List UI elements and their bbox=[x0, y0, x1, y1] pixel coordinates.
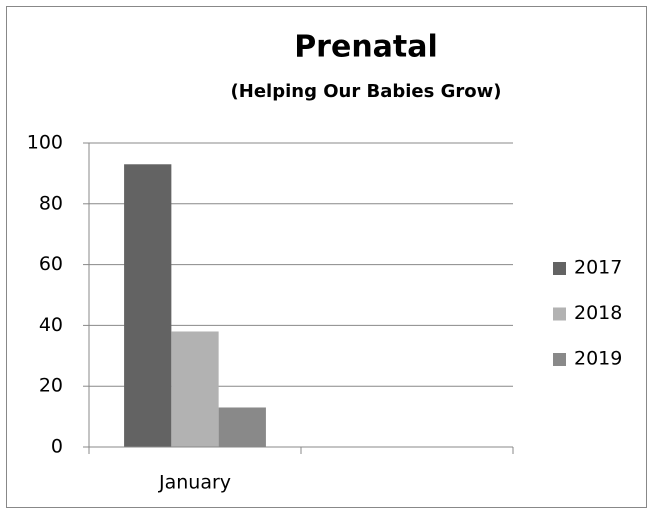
y-tick-label: 60 bbox=[39, 253, 63, 275]
bar bbox=[218, 407, 266, 447]
legend-swatch bbox=[553, 262, 566, 275]
chart-title: Prenatal bbox=[294, 30, 438, 65]
x-tick-label: January bbox=[158, 472, 231, 494]
y-tick-label: 100 bbox=[27, 132, 63, 154]
bar bbox=[124, 164, 172, 447]
legend-label: 2018 bbox=[574, 302, 622, 324]
y-tick-label: 80 bbox=[39, 192, 63, 214]
y-tick-label: 20 bbox=[39, 375, 63, 397]
legend-label: 2019 bbox=[574, 348, 622, 370]
legend-swatch bbox=[553, 353, 566, 366]
chart-frame bbox=[6, 6, 647, 508]
y-tick-label: 40 bbox=[39, 314, 63, 336]
legend-label: 2017 bbox=[574, 257, 622, 279]
chart-subtitle: (Helping Our Babies Grow) bbox=[231, 81, 502, 102]
y-tick-label: 0 bbox=[51, 436, 63, 458]
legend-swatch bbox=[553, 307, 566, 321]
bar bbox=[171, 331, 219, 447]
